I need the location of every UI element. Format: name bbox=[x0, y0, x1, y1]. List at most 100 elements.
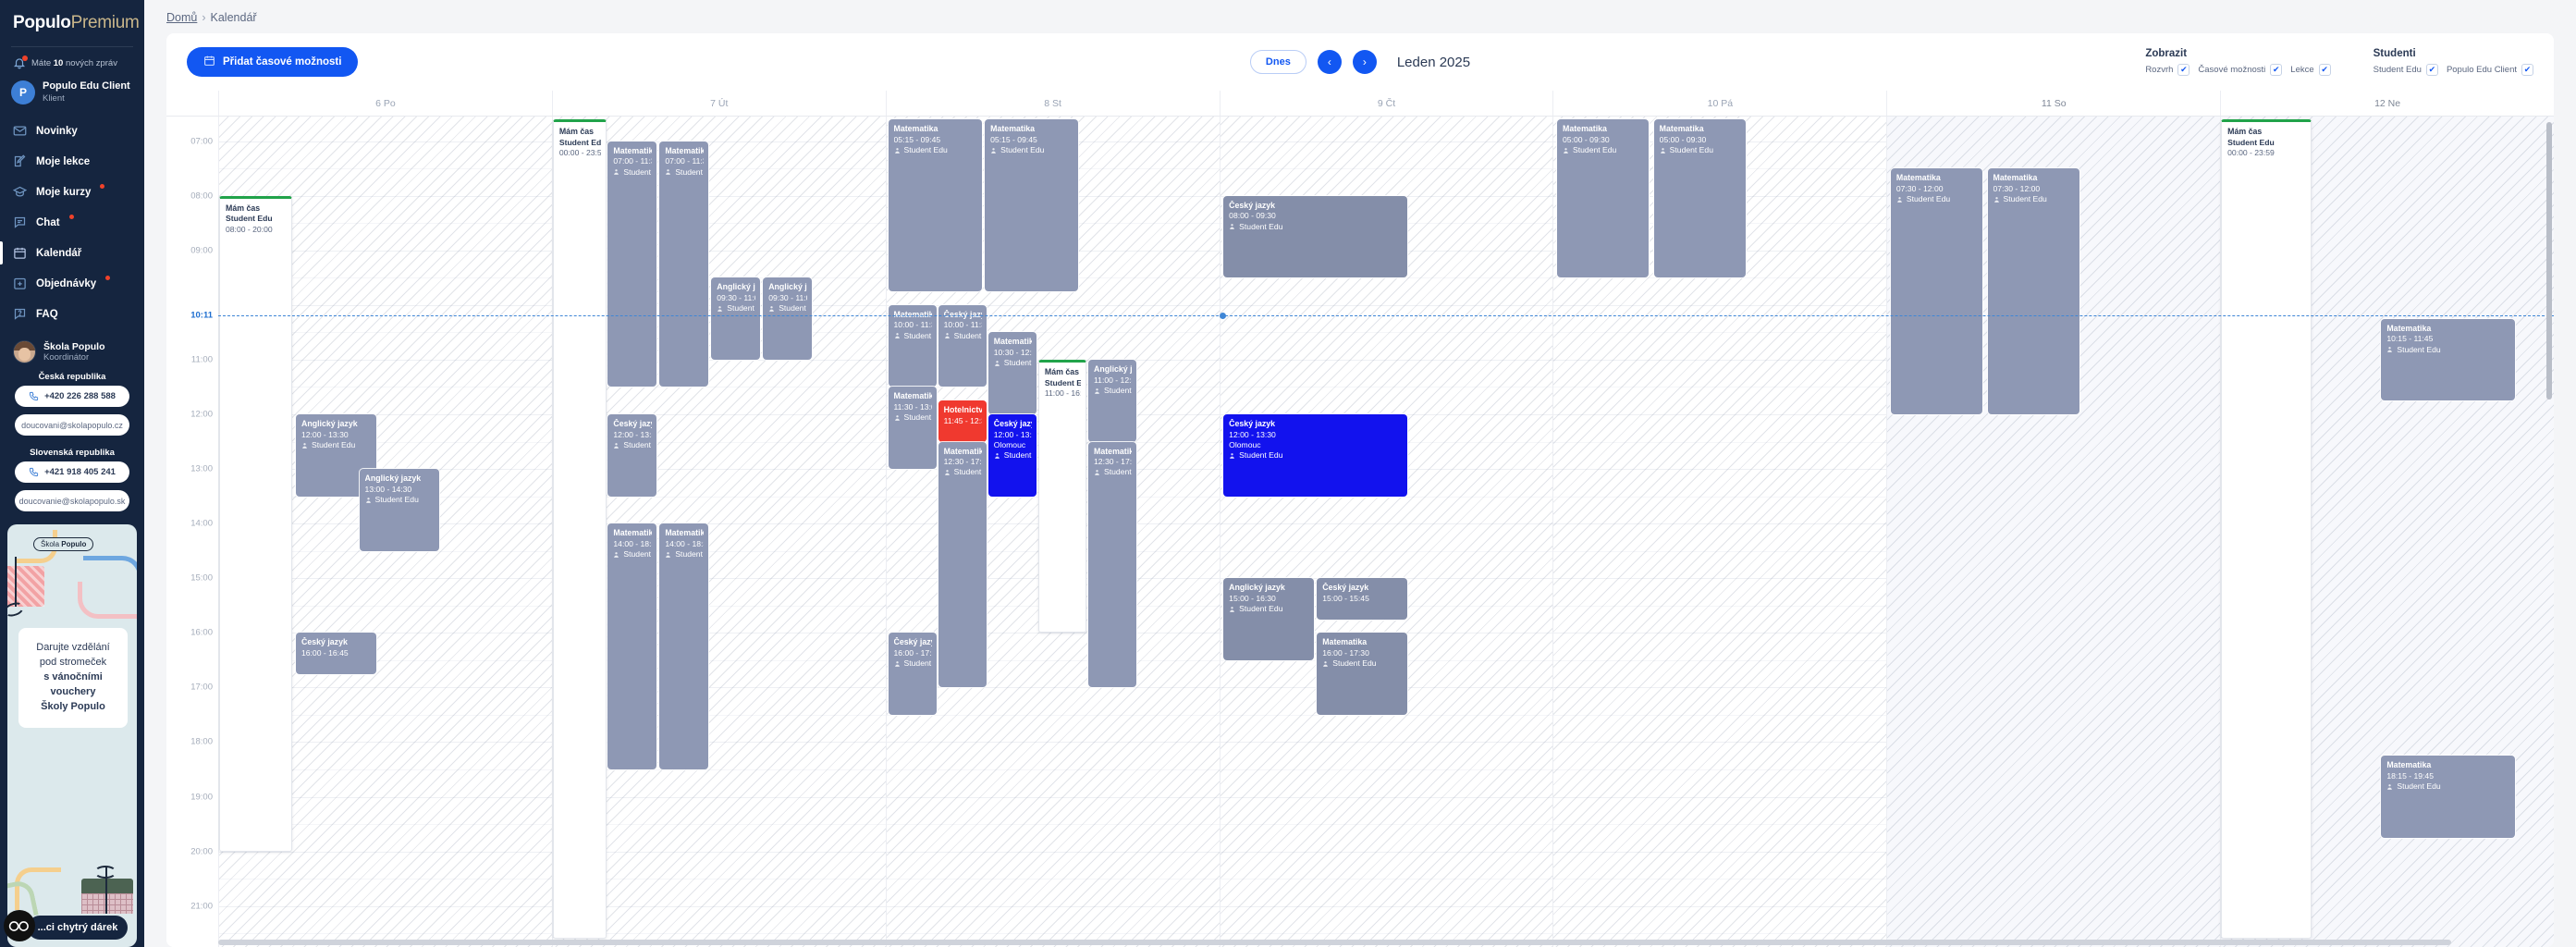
event-time-slot[interactable]: Mám čas Student Edu 08:00 - 20:00 bbox=[219, 195, 293, 852]
event-lesson[interactable]: Matematika 10:15 - 11:45 Student Edu bbox=[2381, 318, 2515, 401]
day-header-4[interactable]: 10 Pá bbox=[1552, 91, 1886, 116]
calendar-body[interactable]: 07:00 08:00 09:00 11:00 12:00 13:00 14:00 15:00… bbox=[166, 117, 2554, 947]
hour-gridline bbox=[218, 742, 2554, 744]
person-icon bbox=[1229, 223, 1235, 230]
event-time: 05:00 - 09:30 bbox=[1659, 134, 1707, 144]
event-lesson[interactable]: Český jazyk 16:00 - 16:45 bbox=[295, 633, 376, 674]
sidebar-item-novinky[interactable]: Novinky bbox=[0, 116, 144, 146]
half-hour-gridline bbox=[218, 168, 2554, 170]
event-time: 12:00 - 13:30 bbox=[301, 429, 349, 439]
event-time: 18:15 - 19:45 bbox=[2386, 770, 2434, 781]
cookie-settings-icon[interactable] bbox=[4, 910, 35, 941]
calendar-nav: Dnes ‹ › Leden 2025 bbox=[166, 50, 2554, 74]
horizontal-scrollbar-thumb[interactable] bbox=[218, 940, 2452, 945]
sidebar-item-objednávky[interactable]: Objednávky bbox=[0, 268, 144, 299]
edit-icon bbox=[13, 154, 27, 168]
time-label: 09:00 bbox=[190, 245, 213, 256]
next-week-button[interactable]: › bbox=[1352, 50, 1377, 74]
event-lesson[interactable]: Matematika 05:15 - 09:45 Student Edu bbox=[888, 118, 982, 292]
sidebar-item-chat[interactable]: Chat bbox=[0, 207, 144, 238]
event-lesson[interactable]: Matematika 07:30 - 12:00 Student Edu bbox=[1987, 168, 2079, 414]
half-hour-gridline bbox=[218, 277, 2554, 279]
event-time-slot[interactable]: Mám čas Student Edu 00:00 - 23:59 bbox=[2221, 118, 2312, 940]
contact-email-button[interactable]: doucovani@skolapopulo.cz bbox=[15, 414, 129, 436]
contact-phone-button[interactable]: +420 226 288 588 bbox=[15, 386, 129, 407]
event-attendee: Student E bbox=[717, 303, 755, 314]
event-lesson[interactable]: Český jazyk 08:00 - 09:30 Student Edu bbox=[1223, 195, 1407, 278]
event-lesson[interactable]: Matematika 05:00 - 09:30 Student Edu bbox=[1557, 118, 1650, 278]
filter-item[interactable]: Rozvrh ✔ bbox=[2145, 64, 2190, 76]
sidebar-item-moje-lekce[interactable]: Moje lekce bbox=[0, 146, 144, 177]
contact-phone-button[interactable]: +421 918 405 241 bbox=[15, 461, 129, 483]
day-header-2[interactable]: 8 St bbox=[885, 91, 1220, 116]
day-header-6[interactable]: 12 Ne bbox=[2220, 91, 2554, 116]
day-header-1[interactable]: 7 Út bbox=[551, 91, 886, 116]
event-lesson[interactable]: Matematika 05:00 - 09:30 Student Edu bbox=[1653, 118, 1746, 278]
person-icon bbox=[894, 332, 901, 339]
coordinator-role: Koordinátor bbox=[43, 352, 90, 363]
decor-swoosh-blue bbox=[83, 556, 137, 602]
contact-email-button[interactable]: doucovanie@skolapopulo.sk bbox=[15, 490, 129, 511]
event-student: Student Edu bbox=[2227, 137, 2275, 147]
checkbox-checked[interactable]: ✔ bbox=[2521, 64, 2533, 76]
filter-item[interactable]: Student Edu ✔ bbox=[2374, 64, 2438, 76]
day-header-0[interactable]: 6 Po bbox=[218, 91, 552, 116]
vertical-scrollbar[interactable] bbox=[2546, 122, 2552, 400]
user-card[interactable]: P Populo Edu Client Klient bbox=[0, 75, 144, 114]
event-lesson[interactable]: Matematika 16:00 - 17:30 Student Edu bbox=[1317, 633, 1407, 715]
promo-banner[interactable]: Škola Populo Darujte vzdělání pod strome… bbox=[7, 524, 137, 947]
notifications[interactable]: Máte 10 nových zpráv bbox=[0, 47, 144, 75]
today-button[interactable]: Dnes bbox=[1249, 50, 1306, 74]
sidebar-item-kalendář[interactable]: Kalendář bbox=[0, 238, 144, 268]
event-lesson[interactable]: Český jazyk 12:00 - 13:30 Olomouc Student E… bbox=[1223, 413, 1407, 497]
event-title: Matematika bbox=[1322, 637, 1368, 647]
filter-label: Rozvrh bbox=[2145, 65, 2174, 75]
event-lesson[interactable]: Český jazyk 15:00 - 15:45 bbox=[1317, 578, 1407, 620]
checkbox-checked[interactable]: ✔ bbox=[2177, 64, 2190, 76]
sidebar-item-faq[interactable]: FAQ bbox=[0, 299, 144, 329]
event-time: 10:00 - 11:30 bbox=[943, 320, 982, 330]
day-header-5[interactable]: 11 So bbox=[1886, 91, 2220, 116]
event-lesson[interactable]: Matematika 05:15 - 09:45 Student Edu bbox=[985, 118, 1079, 292]
prev-week-button[interactable]: ‹ bbox=[1317, 50, 1342, 74]
add-time-options-label: Přidat časové možnosti bbox=[223, 56, 342, 68]
event-lesson[interactable]: Matematika 07:30 - 12:00 Student Edu bbox=[1890, 168, 1983, 414]
horizontal-scrollbar-track[interactable] bbox=[218, 940, 2545, 945]
checkbox-checked[interactable]: ✔ bbox=[2270, 64, 2283, 76]
filter-item[interactable]: Časové možnosti ✔ bbox=[2198, 64, 2283, 76]
breadcrumb-home[interactable]: Domů bbox=[166, 11, 198, 24]
event-lesson[interactable]: Anglický jazyk 13:00 - 14:30 Student Edu bbox=[359, 469, 440, 551]
filter-item[interactable]: Lekce ✔ bbox=[2290, 64, 2331, 76]
day-header-3[interactable]: 9 Čt bbox=[1219, 91, 1553, 116]
event-lesson[interactable]: Matematika 18:15 - 19:45 Student Edu bbox=[2381, 756, 2515, 838]
checkbox-checked[interactable]: ✔ bbox=[2425, 64, 2438, 76]
filter-item[interactable]: Populo Edu Client ✔ bbox=[2447, 64, 2533, 76]
event-title: Matematika bbox=[613, 528, 652, 538]
checkbox-checked[interactable]: ✔ bbox=[2318, 64, 2331, 76]
sidebar-item-moje-kurzy[interactable]: Moje kurzy bbox=[0, 177, 144, 207]
add-time-options-button[interactable]: Přidat časové možnosti bbox=[187, 47, 359, 77]
event-lesson[interactable]: Anglický jazyk 15:00 - 16:30 Student Edu bbox=[1223, 578, 1314, 660]
promo-cta-button[interactable]: ...ci chytrý dárek bbox=[28, 916, 128, 940]
brand-logo[interactable]: PopuloPremium bbox=[0, 0, 144, 43]
event-title: Český jazyk bbox=[1322, 583, 1369, 593]
